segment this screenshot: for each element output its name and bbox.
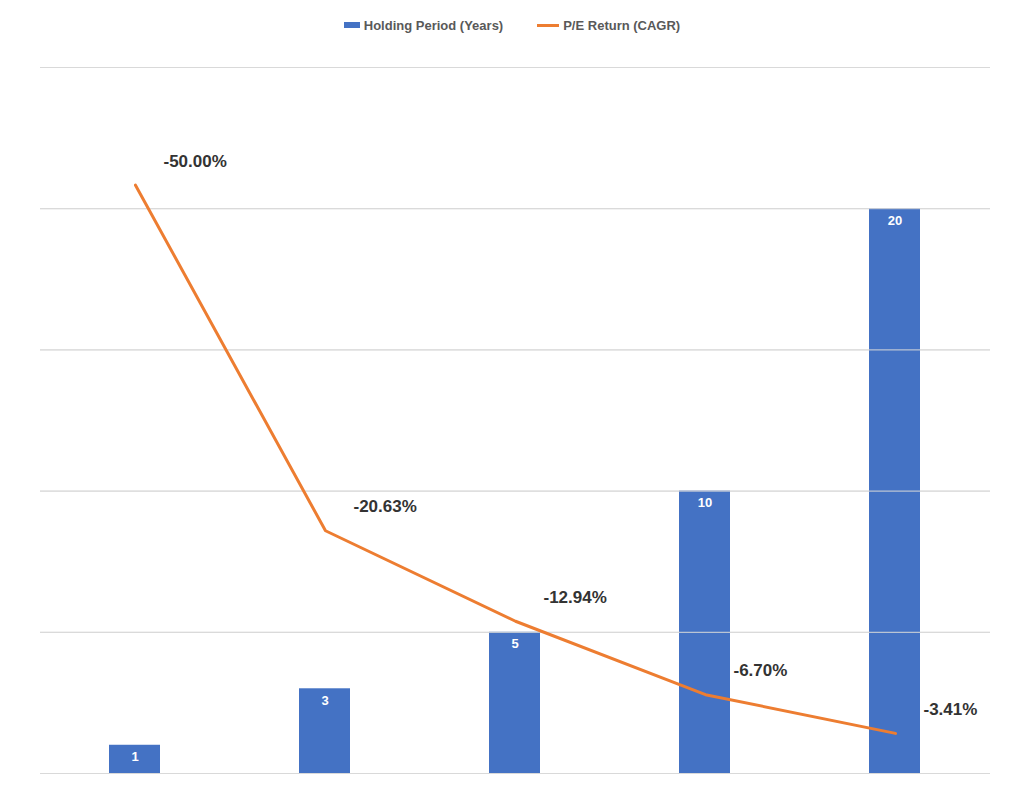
html-text:P/E Return (CAGR): P/E Return (CAGR) [563,17,681,33]
svg-text:-6.70%: -6.70% [734,661,788,680]
svg-text:-3.41%: -3.41% [924,700,978,719]
svg-text:5: 5 [511,636,518,651]
svg-text:1: 1 [131,749,138,764]
svg-text:-20.63%: -20.63% [354,497,417,516]
svg-text:-12.94%: -12.94% [544,588,607,607]
svg-text:20: 20 [888,213,902,228]
svg-text:10: 10 [698,495,712,510]
svg-text:-50.00%: -50.00% [164,152,227,171]
svg-text:3: 3 [321,693,328,708]
html-text:Holding Period (Years): Holding Period (Years) [363,17,504,33]
